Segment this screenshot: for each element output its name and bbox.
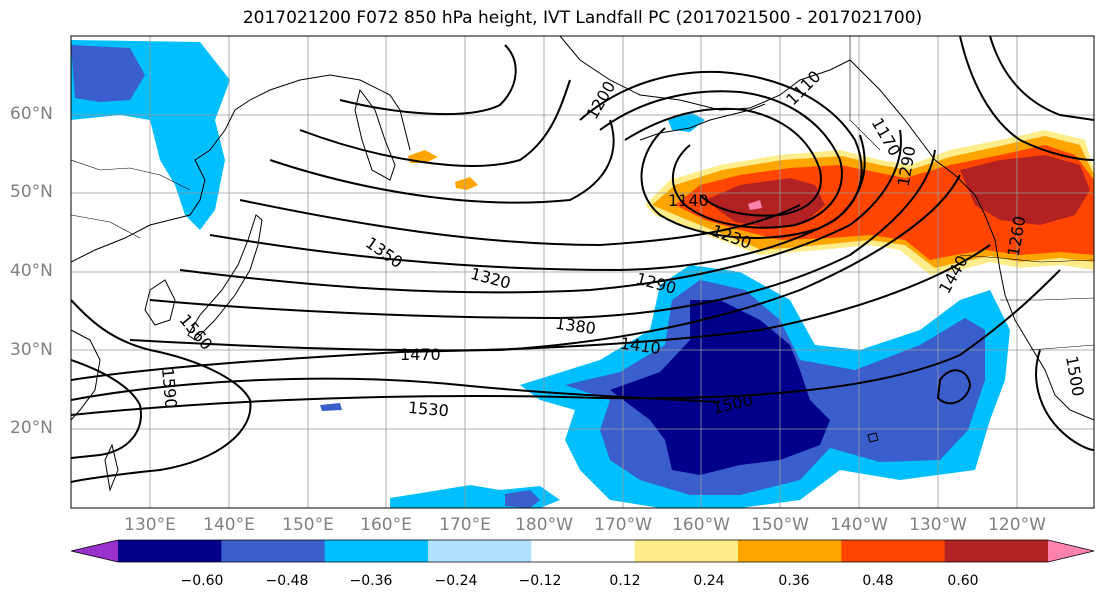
colorbar-swatch xyxy=(634,540,739,562)
colorbar xyxy=(70,539,1095,563)
contour-label: 1590 xyxy=(158,367,180,409)
graticule xyxy=(71,36,1094,508)
small-orange-spot-2 xyxy=(455,177,478,190)
siberia-blue-mid xyxy=(71,45,145,102)
ocean-blue-dark xyxy=(610,300,830,475)
china-coast xyxy=(71,329,101,421)
colorbar-swatch xyxy=(428,540,532,562)
contour-label: 1530 xyxy=(407,398,449,420)
lat-label: 20°N xyxy=(10,418,53,438)
colorbar-extend-low xyxy=(71,540,118,562)
philippines xyxy=(104,443,119,492)
colorbar-swatch xyxy=(324,540,429,562)
colorbar-extend-high xyxy=(1048,540,1094,562)
lon-label: 140°E xyxy=(203,515,255,535)
asia-coast xyxy=(71,74,411,263)
height-contours xyxy=(71,36,1094,483)
japan-coast xyxy=(187,214,263,341)
coast-darkred xyxy=(960,155,1090,225)
lat-label: 60°N xyxy=(10,104,53,124)
colorbar-tick-label: 0.48 xyxy=(862,573,894,589)
lon-label: 130°E xyxy=(124,515,176,535)
lon-label: 160°W xyxy=(672,515,730,535)
lon-label: 170°E xyxy=(439,515,491,535)
colorbar-swatch xyxy=(118,540,222,562)
colorbar-tick-label: −0.48 xyxy=(265,573,309,589)
figure-title: 2017021200 F072 850 hPa height, IVT Land… xyxy=(242,8,923,28)
colorbar-tick-label: −0.36 xyxy=(349,573,393,589)
lon-label: 140°W xyxy=(830,515,888,535)
gulf-alaska-darkred xyxy=(705,178,825,228)
colorbar-swatch xyxy=(531,540,636,562)
colorbar-tick-label: 0.60 xyxy=(947,573,979,589)
aleutian-blue-spot xyxy=(668,112,705,132)
colorbar-swatch xyxy=(221,540,326,562)
small-orange-spot-1 xyxy=(408,150,438,163)
lon-label: 130°W xyxy=(909,515,967,535)
colorbar-swatch xyxy=(944,540,1049,562)
lon-label: 120°W xyxy=(988,515,1046,535)
kamchatka xyxy=(354,88,396,181)
map-frame xyxy=(70,35,1095,509)
gulf-alaska-pink xyxy=(748,200,762,210)
colorbar-tick-label: −0.24 xyxy=(434,573,478,589)
contour-label: 1140 xyxy=(668,191,709,210)
colorbar-tick-label: 0.36 xyxy=(778,573,810,589)
colorbar-tick-label: −0.12 xyxy=(518,573,562,589)
colorbar-tick-label: −0.60 xyxy=(180,573,224,589)
korea-coast xyxy=(144,279,176,326)
lon-label: 150°E xyxy=(282,515,334,535)
map-panel: 1200 1110 1170 1140 1230 1350 1320 1290 … xyxy=(71,36,1094,508)
ocean-blue-mid-spot xyxy=(505,490,540,508)
hawaii xyxy=(867,432,879,443)
lon-label: 160°E xyxy=(360,515,412,535)
colorbar-tick-label: 0.12 xyxy=(609,573,641,589)
boundaries xyxy=(71,36,1094,351)
na-coast xyxy=(849,59,1094,421)
lat-label: 40°N xyxy=(10,261,53,281)
lon-label: 170°W xyxy=(594,515,652,535)
colorbar-swatch xyxy=(841,540,946,562)
lat-label: 30°N xyxy=(10,340,53,360)
coastlines xyxy=(71,36,1094,492)
colorbar-swatch xyxy=(738,540,842,562)
lon-label: 150°W xyxy=(751,515,809,535)
lat-label: 50°N xyxy=(10,182,53,202)
ivt-negative-shading xyxy=(71,40,1010,508)
colorbar-tick-label: 0.24 xyxy=(693,573,725,589)
alaska-coast xyxy=(559,36,851,111)
small-blue-spot xyxy=(320,403,342,411)
contour-label: 1470 xyxy=(400,345,441,364)
lon-label: 180°W xyxy=(515,515,573,535)
colorbar-outline xyxy=(70,539,1095,563)
